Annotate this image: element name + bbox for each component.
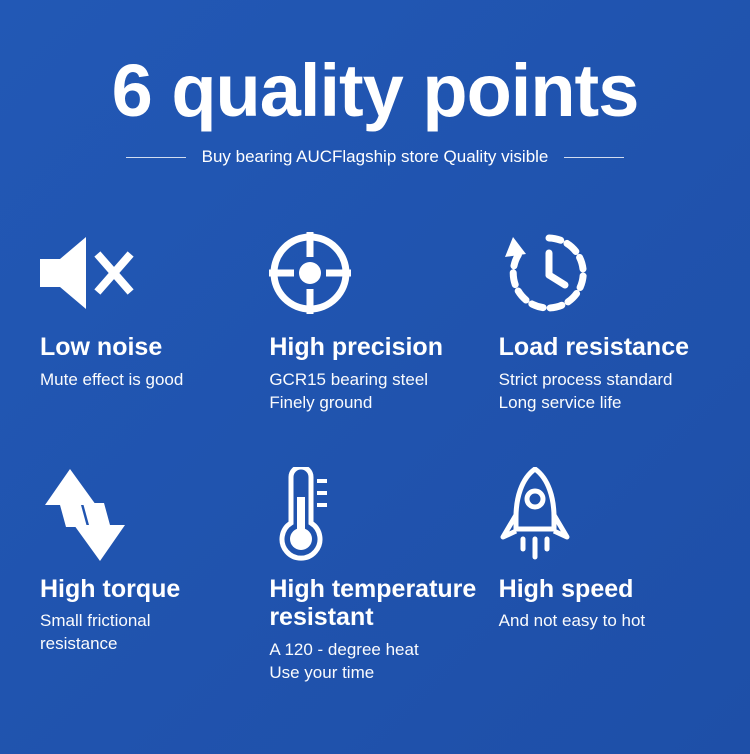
feature-heading: High torque <box>40 575 251 604</box>
feature-desc: A 120 - degree heatUse your time <box>269 639 480 685</box>
feature-desc: Strict process standardLong service life <box>499 369 710 415</box>
feature-heading: High precision <box>269 333 480 362</box>
torque-arrows-icon <box>40 469 251 561</box>
feature-high-speed: High speed And not easy to hot <box>499 469 710 685</box>
mute-icon <box>40 227 251 319</box>
features-grid: Low noise Mute effect is good High preci… <box>40 227 710 685</box>
feature-high-temperature: High temperature resistant A 120 - degre… <box>269 469 480 685</box>
feature-desc: Mute effect is good <box>40 369 251 392</box>
feature-heading: High temperature resistant <box>269 575 480 633</box>
feature-desc: GCR15 bearing steelFinely ground <box>269 369 480 415</box>
rocket-icon <box>499 469 710 561</box>
feature-heading: Load resistance <box>499 333 710 362</box>
feature-low-noise: Low noise Mute effect is good <box>40 227 251 415</box>
feature-high-precision: High precision GCR15 bearing steelFinely… <box>269 227 480 415</box>
feature-load-resistance: Load resistance Strict process standardL… <box>499 227 710 415</box>
subtitle-text: Buy bearing AUCFlagship store Quality vi… <box>202 147 549 167</box>
thermometer-icon <box>269 469 480 561</box>
feature-desc: Small frictionalresistance <box>40 610 251 656</box>
feature-high-torque: High torque Small frictionalresistance <box>40 469 251 685</box>
page-title: 6 quality points <box>40 48 710 133</box>
crosshair-icon <box>269 227 480 319</box>
subtitle-row: Buy bearing AUCFlagship store Quality vi… <box>40 147 710 167</box>
feature-heading: High speed <box>499 575 710 604</box>
divider-right <box>564 157 624 158</box>
feature-desc: And not easy to hot <box>499 610 710 633</box>
feature-heading: Low noise <box>40 333 251 362</box>
clock-back-icon <box>499 227 710 319</box>
divider-left <box>126 157 186 158</box>
